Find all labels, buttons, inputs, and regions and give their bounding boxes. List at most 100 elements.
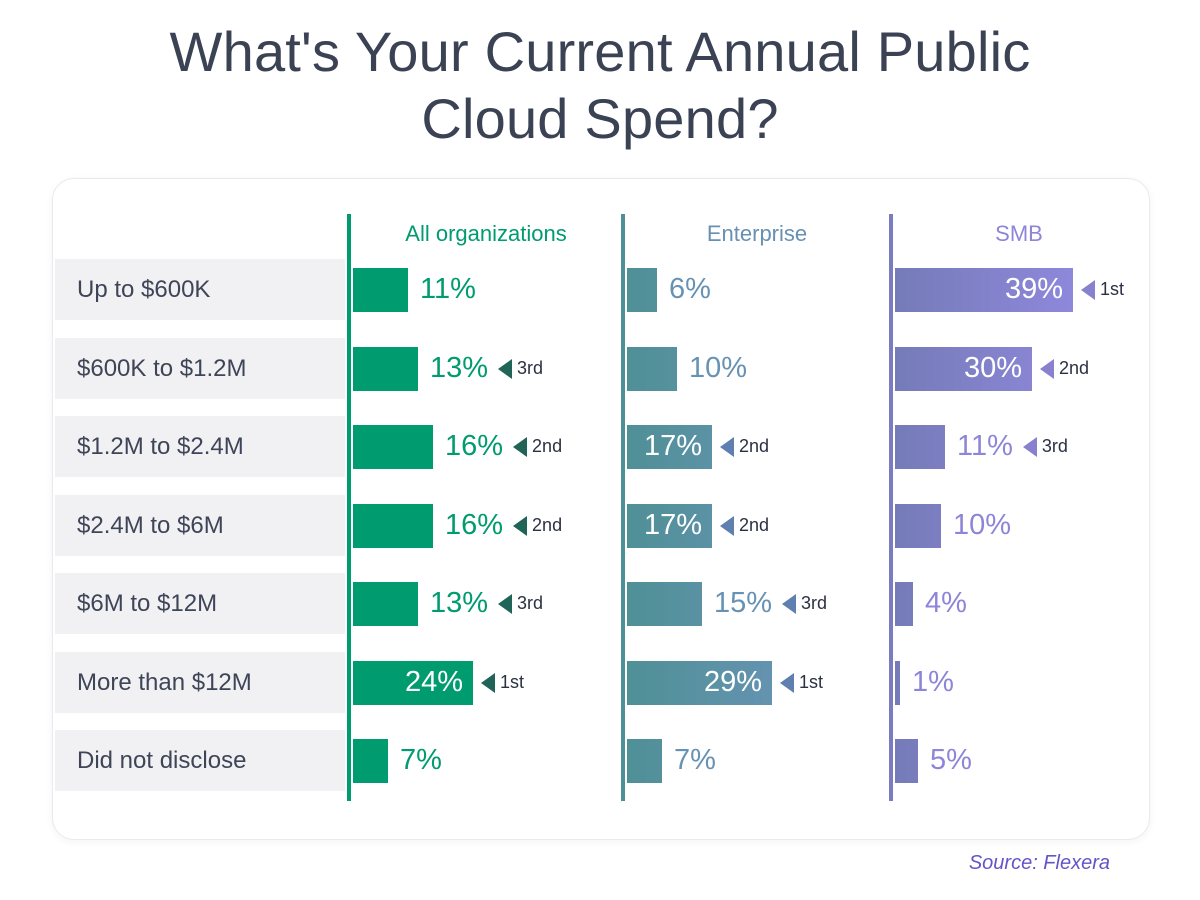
bar: 17% <box>627 424 712 469</box>
rank-arrow-icon <box>1022 436 1037 457</box>
bar-value: 16% <box>445 509 504 541</box>
category-band: $600K to $1.2M <box>55 338 345 399</box>
bar-value: 10% <box>689 352 748 384</box>
bar-value: 17% <box>643 509 702 541</box>
bar-value: 11% <box>420 273 476 305</box>
bar: 39% <box>895 267 1073 312</box>
category-band: $6M to $12M <box>55 573 345 634</box>
bar-value: 16% <box>445 430 504 462</box>
category-band: $1.2M to $2.4M <box>55 416 345 477</box>
category-band: Did not disclose <box>55 730 345 791</box>
rank-arrow-icon <box>782 593 797 614</box>
bar-cell: 10% <box>627 338 747 399</box>
rank-arrow-icon <box>720 436 734 457</box>
rank-label: 1st <box>799 672 824 692</box>
bar-cell: 7% <box>627 730 716 791</box>
bar <box>627 346 677 391</box>
bar-value: 17% <box>643 430 702 462</box>
rank-arrow-icon <box>498 358 513 379</box>
rank-label: 1st <box>1100 279 1125 299</box>
bar-value: 4% <box>925 587 967 619</box>
rank-arrow-icon <box>498 593 513 614</box>
bar-cell: 16% 2nd <box>353 416 562 477</box>
bar <box>353 424 433 469</box>
bar <box>895 738 918 783</box>
row-label: $600K to $1.2M <box>77 354 247 382</box>
bar <box>895 660 900 705</box>
rank-label: 1st <box>500 672 525 692</box>
rank-label: 3rd <box>1041 436 1068 456</box>
row-label: $2.4M to $6M <box>77 511 224 539</box>
bar-cell: 11% 3rd <box>895 416 1068 477</box>
rank-label: 2nd <box>532 436 563 456</box>
bar-cell: 16% 2nd <box>353 495 562 556</box>
bar: 17% <box>627 503 712 548</box>
rank-arrow-icon <box>780 672 794 693</box>
bar-value: 10% <box>953 509 1012 541</box>
rank-label: 3rd <box>517 358 544 378</box>
rank-arrow-icon <box>1081 279 1095 300</box>
rank-label: 2nd <box>532 515 563 535</box>
bar-value: 11% <box>957 430 1013 462</box>
bar <box>353 503 433 548</box>
rank-arrow-icon <box>513 436 528 457</box>
bar-cell: 4% <box>895 573 967 634</box>
rank-arrow-icon <box>720 515 734 536</box>
bar-value: 39% <box>1004 273 1063 305</box>
rank-arrow-icon <box>513 515 528 536</box>
rank-label: 2nd <box>739 436 770 456</box>
category-band: Up to $600K <box>55 259 345 320</box>
bar-cell: 24% 1st <box>353 652 524 713</box>
bar-value: 5% <box>930 744 972 776</box>
axis-line-smb <box>889 214 893 801</box>
bar-cell: 39% 1st <box>895 259 1124 320</box>
row-label: $1.2M to $2.4M <box>77 432 244 460</box>
bar <box>895 581 913 626</box>
bar <box>353 738 388 783</box>
category-band: More than $12M <box>55 652 345 713</box>
rank-label: 3rd <box>517 593 544 613</box>
bar <box>353 346 418 391</box>
bar-value: 7% <box>400 744 442 776</box>
rank-label: 2nd <box>739 515 770 535</box>
bar <box>353 267 408 312</box>
bar-value: 7% <box>674 744 716 776</box>
bar-value: 15% <box>714 587 773 619</box>
bar-value: 24% <box>404 666 463 698</box>
bar-cell: 1% <box>895 652 954 713</box>
bar <box>895 503 941 548</box>
bar-cell: 15% 3rd <box>627 573 827 634</box>
axis-line-enterprise <box>621 214 625 801</box>
bar-cell: 10% <box>895 495 1011 556</box>
column-header-enterprise: Enterprise <box>706 221 808 246</box>
chart-card: Up to $600K $600K to $1.2M $1.2M to $2.4M $… <box>52 178 1150 840</box>
bar: 29% <box>627 660 772 705</box>
row-label: More than $12M <box>77 668 252 696</box>
bar <box>353 581 418 626</box>
bar-cell: 11% <box>353 259 476 320</box>
rank-label: 2nd <box>1059 358 1090 378</box>
bar-cell: 6% <box>627 259 711 320</box>
bar <box>895 424 945 469</box>
bar-cell: 30% 2nd <box>895 338 1089 399</box>
row-label: $6M to $12M <box>77 589 218 617</box>
bar-value: 29% <box>703 666 762 698</box>
row-label: Did not disclose <box>77 746 247 774</box>
category-band: $2.4M to $6M <box>55 495 345 556</box>
rank-label: 3rd <box>801 593 828 613</box>
bar-cell: 17% 2nd <box>627 495 769 556</box>
bar-cell: 29% 1st <box>627 652 823 713</box>
column-header-smb: SMB <box>995 221 1043 246</box>
bar <box>627 738 662 783</box>
bar-value: 30% <box>963 352 1022 384</box>
bar: 30% <box>895 346 1032 391</box>
rank-arrow-icon <box>481 672 495 693</box>
chart-title: What's Your Current Annual Public Cloud … <box>169 20 1031 151</box>
axis-line-all-organizations <box>347 214 351 801</box>
source-caption: Source: Flexera <box>968 852 1110 874</box>
bar-cell: 7% <box>353 730 442 791</box>
rank-arrow-icon <box>1040 358 1054 379</box>
bar-cell: 13% 3rd <box>353 573 543 634</box>
bar-value: 13% <box>430 352 489 384</box>
